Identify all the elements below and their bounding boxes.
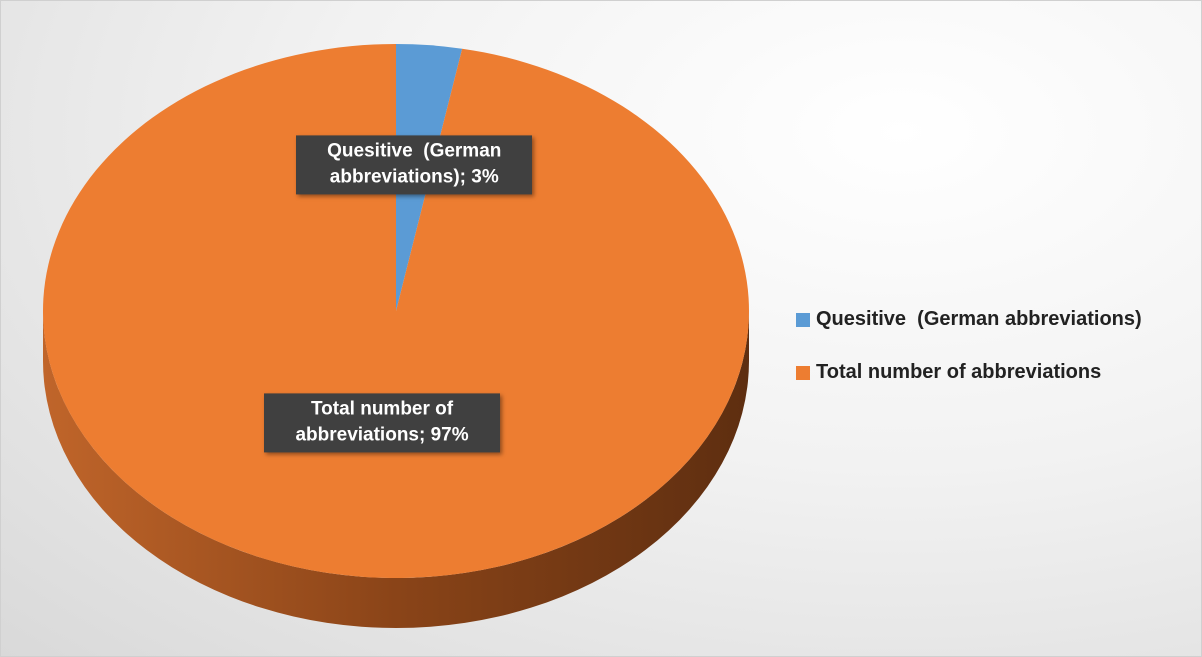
- data-label: Total number of abbreviations; 97%: [264, 393, 501, 453]
- data-label: Quesitive (German abbreviations); 3%: [296, 135, 533, 195]
- legend-label: Quesitive (German abbreviations): [816, 308, 1142, 330]
- legend-swatch: [796, 365, 810, 380]
- pie-slice: [42, 44, 750, 578]
- legend-item: Quesitive (German abbreviations): [796, 308, 1142, 331]
- pie-side: [43, 311, 749, 628]
- legend-label: Total number of abbreviations: [816, 361, 1102, 383]
- legend-swatch: [796, 312, 810, 327]
- legend-item: Total number of abbreviations: [796, 361, 1101, 384]
